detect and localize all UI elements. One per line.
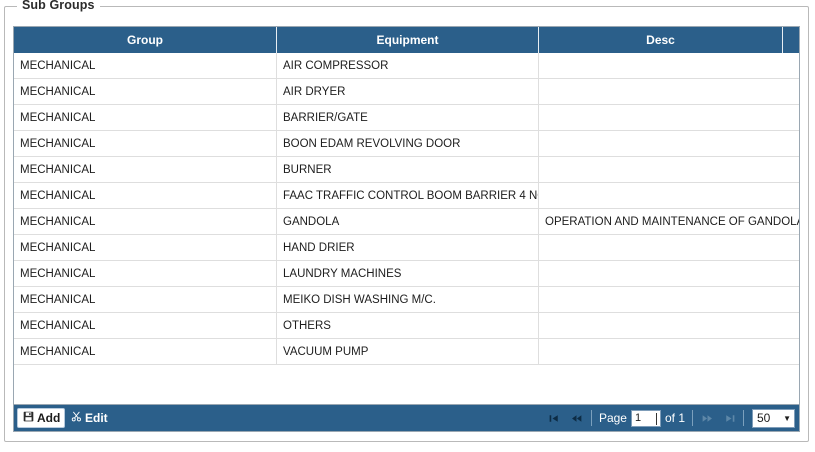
page-size-value: 50 — [757, 411, 771, 425]
cell-desc — [539, 157, 799, 182]
grid-body[interactable]: MECHANICAL AIR COMPRESSOR MECHANICAL AIR… — [14, 53, 799, 404]
cell-desc — [539, 131, 799, 156]
chevron-down-icon: ▼ — [783, 413, 791, 423]
cell-desc — [539, 287, 799, 312]
pager: Page 1 of 1 — [544, 405, 799, 431]
cell-equipment: VACUUM PUMP — [277, 339, 539, 364]
cell-equipment: HAND DRIER — [277, 235, 539, 260]
cell-group: MECHANICAL — [14, 235, 277, 260]
prev-page-icon[interactable] — [566, 407, 588, 429]
table-row[interactable]: MECHANICAL FAAC TRAFFIC CONTROL BOOM BAR… — [14, 183, 799, 209]
toolbar-actions: Add Edit — [14, 405, 114, 431]
first-page-icon[interactable] — [544, 407, 566, 429]
column-header-desc[interactable]: Desc — [539, 27, 783, 53]
page-number-input[interactable]: 1 — [630, 409, 661, 427]
cell-group: MECHANICAL — [14, 313, 277, 338]
next-page-icon[interactable] — [696, 407, 718, 429]
column-header-scroll-gutter — [783, 27, 799, 53]
table-row[interactable]: MECHANICAL AIR DRYER — [14, 79, 799, 105]
cell-desc — [539, 53, 799, 78]
cell-group: MECHANICAL — [14, 183, 277, 208]
cell-equipment: AIR DRYER — [277, 79, 539, 104]
cell-desc — [539, 183, 799, 208]
cell-equipment: BARRIER/GATE — [277, 105, 539, 130]
cell-group: MECHANICAL — [14, 131, 277, 156]
cell-group: MECHANICAL — [14, 287, 277, 312]
cell-group: MECHANICAL — [14, 339, 277, 364]
cell-equipment: LAUNDRY MACHINES — [277, 261, 539, 286]
column-header-equipment[interactable]: Equipment — [277, 27, 539, 53]
add-button-label: Add — [37, 411, 61, 425]
last-page-icon[interactable] — [718, 407, 740, 429]
cell-group: MECHANICAL — [14, 209, 277, 234]
save-disk-icon — [23, 411, 34, 425]
cell-equipment: MEIKO DISH WASHING M/C. — [277, 287, 539, 312]
total-pages-label: of 1 — [664, 411, 685, 425]
table-row[interactable]: MECHANICAL BOON EDAM REVOLVING DOOR — [14, 131, 799, 157]
cell-desc — [539, 339, 799, 364]
cell-desc — [539, 313, 799, 338]
cell-desc — [539, 261, 799, 286]
cell-equipment: FAAC TRAFFIC CONTROL BOOM BARRIER 4 NOS. — [277, 183, 539, 208]
table-row[interactable]: MECHANICAL VACUUM PUMP — [14, 339, 799, 365]
table-row[interactable]: MECHANICAL GANDOLA OPERATION AND MAINTEN… — [14, 209, 799, 235]
page-label: Page — [598, 411, 627, 425]
table-row[interactable]: MECHANICAL AIR COMPRESSOR — [14, 53, 799, 79]
table-row[interactable]: MECHANICAL BARRIER/GATE — [14, 105, 799, 131]
grid-header-row: Group Equipment Desc — [14, 27, 799, 53]
grid-footer-toolbar: Add Edit — [14, 404, 799, 431]
table-row[interactable]: MECHANICAL OTHERS — [14, 313, 799, 339]
cell-group: MECHANICAL — [14, 79, 277, 104]
edit-button-label: Edit — [85, 411, 108, 425]
table-row[interactable]: MECHANICAL MEIKO DISH WASHING M/C. — [14, 287, 799, 313]
page-size-select[interactable]: 50 ▼ — [752, 408, 795, 428]
cell-group: MECHANICAL — [14, 53, 277, 78]
table-row[interactable]: MECHANICAL HAND DRIER — [14, 235, 799, 261]
cell-desc — [539, 105, 799, 130]
pager-divider — [590, 410, 592, 426]
pager-divider — [692, 410, 693, 426]
scissors-icon — [71, 411, 82, 425]
add-button[interactable]: Add — [17, 408, 65, 428]
cell-group: MECHANICAL — [14, 261, 277, 286]
cell-equipment: GANDOLA — [277, 209, 539, 234]
cell-equipment: OTHERS — [277, 313, 539, 338]
cell-equipment: AIR COMPRESSOR — [277, 53, 539, 78]
sub-groups-grid: Group Equipment Desc MECHANICAL AIR COMP… — [13, 26, 800, 432]
cell-equipment: BURNER — [277, 157, 539, 182]
cell-desc — [539, 79, 799, 104]
sub-groups-panel: Sub Groups Group Equipment Desc MECHANIC… — [4, 0, 809, 442]
page-number-value: 1 — [634, 412, 642, 424]
cell-desc — [539, 235, 799, 260]
cell-group: MECHANICAL — [14, 157, 277, 182]
edit-button[interactable]: Edit — [65, 408, 114, 428]
pager-divider — [743, 410, 744, 426]
cell-group: MECHANICAL — [14, 105, 277, 130]
text-caret — [655, 412, 657, 425]
panel-legend: Sub Groups — [17, 0, 100, 12]
cell-desc: OPERATION AND MAINTENANCE OF GANDOLA — [545, 215, 799, 228]
cell-equipment: BOON EDAM REVOLVING DOOR — [277, 131, 539, 156]
table-row[interactable]: MECHANICAL LAUNDRY MACHINES — [14, 261, 799, 287]
table-row[interactable]: MECHANICAL BURNER — [14, 157, 799, 183]
column-header-group[interactable]: Group — [14, 27, 277, 53]
